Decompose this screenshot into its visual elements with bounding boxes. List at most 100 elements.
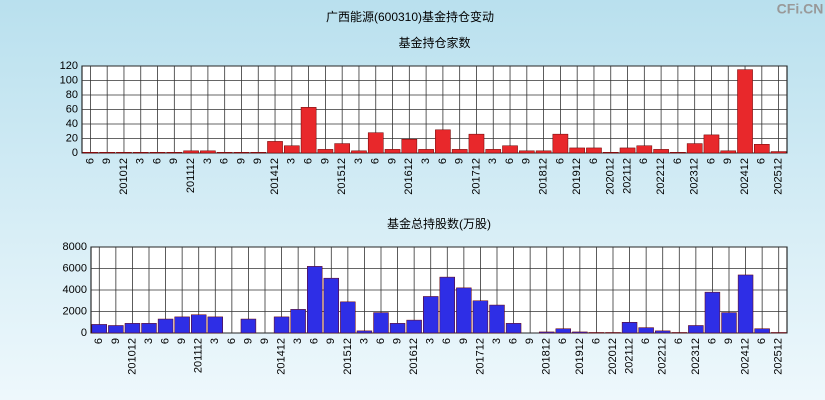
bar	[273, 316, 290, 334]
bar	[655, 330, 671, 334]
x-tick-label: 201912	[574, 338, 586, 375]
x-tick-label: 6	[588, 158, 600, 164]
bar	[439, 276, 455, 334]
y-tick-label: 6000	[63, 262, 87, 274]
x-tick-label: 201512	[342, 338, 354, 375]
x-tick-label: 9	[252, 158, 264, 164]
y-tick-label: 0	[72, 147, 78, 159]
bar	[489, 304, 505, 334]
bar	[552, 133, 569, 154]
x-tick-label: 6	[705, 158, 717, 164]
bar	[207, 316, 223, 334]
x-tick-label: 202312	[689, 158, 701, 195]
x-tick-label: 9	[168, 158, 180, 164]
x-tick-label: 6	[437, 158, 449, 164]
x-tick-label: 202312	[690, 338, 702, 375]
x-tick-label: 202412	[739, 338, 751, 375]
x-tick-label: 3	[286, 158, 298, 164]
bar	[166, 152, 183, 154]
bar	[216, 152, 233, 154]
x-tick-label: 9	[521, 158, 533, 164]
bar	[367, 132, 384, 154]
bar	[340, 301, 356, 334]
x-tick-label: 6	[756, 158, 768, 164]
x-tick-label: 9	[110, 338, 122, 344]
x-tick-label: 9	[242, 338, 254, 344]
x-tick-label: 6	[640, 338, 652, 344]
x-tick-label: 3	[491, 338, 503, 344]
bar	[334, 143, 350, 154]
y-tick-label: 100	[60, 74, 78, 86]
x-tick-label: 9	[386, 158, 398, 164]
x-tick-label: 6	[84, 158, 96, 164]
x-tick-label: 9	[722, 158, 734, 164]
bar	[472, 300, 489, 334]
bar	[174, 316, 190, 334]
x-tick-label: 3	[292, 338, 304, 344]
x-tick-label: 3	[209, 338, 221, 344]
x-tick-label: 6	[756, 338, 768, 344]
bar	[754, 144, 770, 154]
x-tick-label: 202012	[607, 338, 619, 375]
bar	[703, 134, 720, 154]
bar	[602, 152, 619, 154]
bar	[688, 325, 704, 334]
x-tick-label: 202512	[773, 158, 785, 195]
x-tick-label: 3	[425, 338, 437, 344]
x-tick-label: 201512	[336, 158, 348, 195]
bar	[456, 287, 472, 334]
bar	[373, 312, 389, 334]
chart-title: 基金持仓家数	[398, 35, 470, 50]
y-tick-label: 60	[66, 103, 78, 115]
bar	[389, 323, 406, 334]
bar	[720, 150, 737, 154]
bar	[124, 323, 141, 334]
bar	[323, 277, 339, 334]
x-tick-label: 6	[375, 338, 387, 344]
x-tick-label: 9	[319, 158, 331, 164]
x-tick-label: 201012	[118, 158, 130, 195]
chart-title: 基金总持股数(万股)	[387, 216, 491, 231]
x-tick-label: 6	[638, 158, 650, 164]
bar	[770, 151, 787, 154]
bar	[638, 327, 654, 334]
bar	[317, 149, 334, 154]
x-tick-label: 9	[325, 338, 337, 344]
bar	[569, 147, 585, 154]
x-tick-label: 9	[458, 338, 470, 344]
y-tick-label: 120	[60, 60, 78, 72]
bar	[157, 318, 174, 334]
bar	[619, 147, 636, 154]
x-tick-label: 6	[370, 158, 382, 164]
x-tick-label: 6	[159, 338, 171, 344]
x-tick-label: 9	[391, 338, 403, 344]
bar	[356, 330, 373, 334]
x-tick-label: 9	[176, 338, 188, 344]
x-tick-label: 202012	[605, 158, 617, 195]
x-tick-label: 201412	[275, 338, 287, 375]
bar	[250, 152, 267, 154]
x-tick-label: 202112	[623, 338, 635, 374]
x-tick-label: 201812	[541, 338, 553, 375]
bar	[267, 141, 283, 154]
x-tick-label: 9	[101, 158, 113, 164]
x-tick-label: 3	[135, 158, 147, 164]
bar	[519, 150, 535, 154]
bar	[108, 325, 124, 334]
x-tick-label: 6	[151, 158, 163, 164]
x-tick-label: 3	[487, 158, 499, 164]
x-tick-label: 6	[309, 338, 321, 344]
x-tick-label: 202412	[739, 158, 751, 195]
bar	[91, 324, 107, 334]
bar	[636, 145, 653, 154]
bar	[502, 145, 518, 154]
x-tick-label: 3	[358, 338, 370, 344]
x-tick-label: 201912	[571, 158, 583, 195]
bar	[539, 331, 555, 334]
x-tick-label: 9	[524, 338, 536, 344]
x-tick-label: 9	[235, 158, 247, 164]
x-tick-label: 201112	[193, 338, 205, 373]
bar	[670, 152, 686, 154]
x-tick-label: 6	[219, 158, 231, 164]
